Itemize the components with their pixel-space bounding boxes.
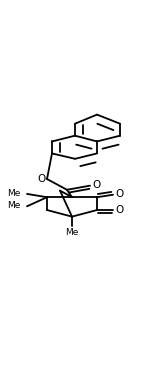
Text: Me: Me xyxy=(8,201,21,210)
Text: Me: Me xyxy=(8,189,21,198)
Text: O: O xyxy=(38,174,46,184)
Text: O: O xyxy=(92,180,100,190)
Text: O: O xyxy=(116,205,124,215)
Text: Me: Me xyxy=(65,227,79,237)
Text: O: O xyxy=(116,190,124,199)
